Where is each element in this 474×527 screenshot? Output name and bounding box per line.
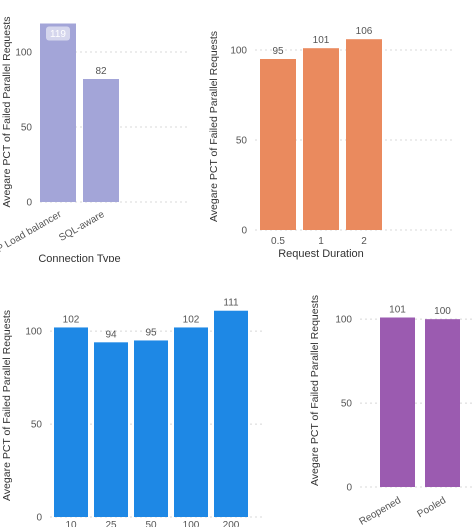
data-label: 101 — [313, 35, 330, 46]
y-tick-label: 0 — [241, 226, 247, 237]
x-axis-title: Request Duration — [278, 248, 364, 260]
y-tick-label: 100 — [25, 327, 42, 338]
y-tick-label: 100 — [335, 315, 352, 326]
bar — [40, 23, 76, 202]
y-tick-label: 50 — [31, 420, 43, 431]
y-tick-label: 0 — [26, 198, 32, 209]
bar — [303, 48, 339, 231]
data-label: 119 — [50, 29, 66, 40]
x-tick-label: Reopened — [358, 495, 403, 527]
y-tick-label: 50 — [236, 136, 248, 147]
x-tick-label: Pooled — [416, 495, 448, 520]
x-tick-label: 10 — [65, 520, 77, 527]
bar — [425, 319, 460, 487]
y-axis-title: Avegare PCT of Failed Parallel Requests — [208, 31, 220, 222]
data-label: 82 — [95, 66, 107, 77]
bar — [134, 340, 168, 517]
data-label: 106 — [356, 26, 373, 37]
bar — [380, 317, 415, 487]
chart-parallel-requests: 0 50 100 102 10 94 25 95 50 102 100 111 200 Avegare P… — [1, 298, 262, 527]
data-label: 95 — [145, 327, 157, 338]
x-tick-label: 200 — [223, 520, 240, 527]
data-label: 102 — [183, 314, 200, 325]
x-tick-label: 100 — [183, 520, 200, 527]
x-axis-title: Connection Type — [38, 253, 120, 262]
y-tick-label: 100 — [15, 48, 32, 59]
data-label: 94 — [105, 329, 117, 340]
chart-request-duration: 0 50 100 95 0.5 101 1 106 2 Avegare PCT of Failed… — [208, 26, 455, 260]
x-tick-label: SQL-aware — [57, 209, 107, 244]
y-axis-title: Avegare PCT of Failed Parallel Requests — [309, 295, 321, 486]
bar — [54, 327, 88, 517]
bar — [174, 327, 208, 517]
x-tick-label: 2 — [361, 236, 367, 247]
data-label: 95 — [272, 46, 284, 57]
y-axis-title: Avegare PCT of Failed Parallel Requests — [1, 310, 13, 501]
data-label: 102 — [63, 314, 80, 325]
y-tick-label: 0 — [346, 483, 352, 494]
x-tick-label: 1 — [318, 236, 324, 247]
data-label: 111 — [223, 298, 239, 309]
bar — [94, 342, 128, 517]
data-label: 101 — [389, 304, 406, 315]
y-tick-label: 50 — [341, 399, 353, 410]
bar — [260, 59, 296, 230]
y-tick-label: 100 — [230, 46, 247, 57]
data-label-badge — [46, 26, 70, 41]
bar — [346, 39, 382, 231]
data-label: 100 — [434, 306, 451, 317]
x-tick-label: 25 — [105, 520, 117, 527]
bar — [214, 310, 248, 517]
y-tick-label: 50 — [21, 123, 33, 134]
y-tick-label: 0 — [36, 513, 42, 524]
bar — [83, 79, 119, 202]
y-axis-title: Avegare PCT of Failed Parallel Requests — [1, 16, 13, 207]
x-tick-label: 0.5 — [271, 236, 285, 247]
x-tick-label: 50 — [145, 520, 157, 527]
chart-connection-mode: 0 50 100 101 Reopened 100 Pooled Avegare PCT of… — [309, 295, 472, 527]
